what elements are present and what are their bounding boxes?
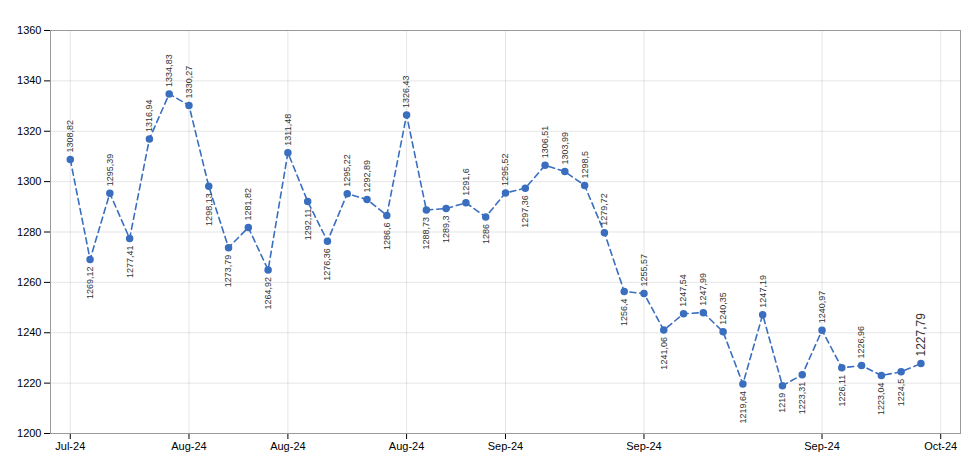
svg-text:1276,36: 1276,36	[322, 248, 332, 281]
svg-text:1281,82: 1281,82	[243, 188, 253, 221]
svg-text:Jul-24: Jul-24	[55, 440, 85, 452]
svg-text:Oct-24: Oct-24	[924, 440, 957, 452]
svg-text:1288,73: 1288,73	[421, 217, 431, 250]
svg-text:1226,96: 1226,96	[856, 326, 866, 359]
svg-text:1280: 1280	[17, 226, 41, 238]
svg-text:1200: 1200	[17, 427, 41, 439]
svg-text:1247,99: 1247,99	[698, 273, 708, 306]
svg-text:1295,39: 1295,39	[105, 154, 115, 187]
svg-text:Sep-24: Sep-24	[488, 440, 523, 452]
svg-text:1286,6: 1286,6	[382, 222, 392, 250]
svg-text:1256,4: 1256,4	[619, 298, 629, 326]
svg-text:1273,79: 1273,79	[223, 255, 233, 288]
svg-text:1298,5: 1298,5	[580, 151, 590, 179]
svg-text:1219: 1219	[777, 393, 787, 413]
svg-text:1226,11: 1226,11	[837, 375, 847, 407]
svg-text:1292,89: 1292,89	[362, 160, 372, 193]
svg-text:1308,82: 1308,82	[65, 120, 75, 153]
svg-text:1316,94: 1316,94	[144, 99, 154, 132]
svg-text:1224,5: 1224,5	[896, 379, 906, 407]
svg-text:Aug-24: Aug-24	[389, 440, 424, 452]
svg-text:1289,3: 1289,3	[441, 216, 451, 244]
svg-text:1306,51: 1306,51	[540, 126, 550, 159]
svg-text:1311,48: 1311,48	[283, 114, 293, 146]
svg-text:1298,13: 1298,13	[204, 193, 214, 226]
svg-text:Aug-24: Aug-24	[171, 440, 206, 452]
svg-text:1286: 1286	[481, 224, 491, 244]
svg-text:1255,57: 1255,57	[639, 254, 649, 287]
svg-text:1340: 1340	[17, 74, 41, 86]
svg-text:1269,12: 1269,12	[85, 266, 95, 299]
svg-text:1220: 1220	[17, 377, 41, 389]
svg-text:1219,64: 1219,64	[738, 391, 748, 424]
svg-text:1260: 1260	[17, 276, 41, 288]
svg-text:1277,41: 1277,41	[125, 246, 135, 279]
svg-text:Sep-24: Sep-24	[626, 440, 661, 452]
svg-text:1360: 1360	[17, 24, 41, 36]
svg-text:1247,19: 1247,19	[758, 275, 768, 308]
svg-text:1300: 1300	[17, 175, 41, 187]
svg-text:Aug-24: Aug-24	[270, 440, 305, 452]
svg-text:1326,43: 1326,43	[401, 76, 411, 109]
svg-text:Sep-24: Sep-24	[804, 440, 839, 452]
svg-text:1240: 1240	[17, 326, 41, 338]
svg-text:1291,6: 1291,6	[461, 168, 471, 196]
svg-text:1279,72: 1279,72	[599, 193, 609, 226]
svg-text:1247,54: 1247,54	[678, 274, 688, 307]
svg-text:1330,27: 1330,27	[184, 66, 194, 99]
svg-text:1303,99: 1303,99	[560, 132, 570, 165]
svg-text:1295,52: 1295,52	[500, 153, 510, 186]
svg-text:1264,92: 1264,92	[263, 277, 273, 310]
svg-text:1241,06: 1241,06	[659, 337, 669, 370]
svg-text:1223,04: 1223,04	[876, 382, 886, 415]
svg-text:1334,83: 1334,83	[164, 54, 174, 87]
svg-text:1227,79: 1227,79	[914, 313, 928, 357]
svg-text:1295,22: 1295,22	[342, 154, 352, 187]
svg-text:1223,31: 1223,31	[797, 382, 807, 415]
svg-text:1240,35: 1240,35	[718, 292, 728, 325]
svg-text:1240,97: 1240,97	[817, 291, 827, 324]
svg-text:1297,36: 1297,36	[520, 195, 530, 228]
svg-text:1292,11: 1292,11	[303, 208, 313, 240]
svg-text:1320: 1320	[17, 125, 41, 137]
